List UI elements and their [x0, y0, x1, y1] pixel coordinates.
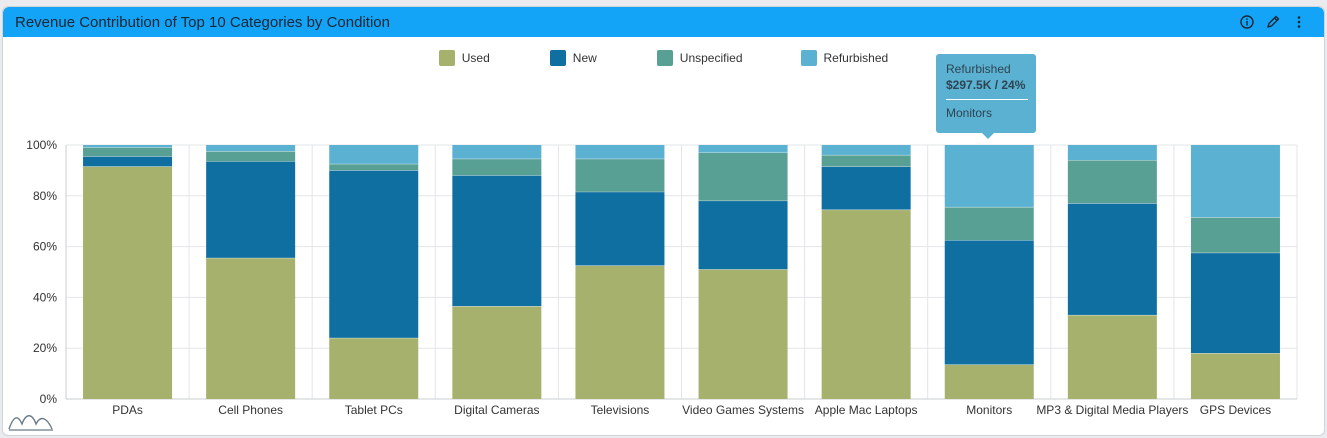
- legend-item-refurbished[interactable]: Refurbished: [800, 50, 889, 66]
- legend-label: Unspecified: [679, 51, 743, 65]
- more-vertical-icon[interactable]: [1286, 9, 1312, 35]
- bar-segment-unspecified[interactable]: [83, 147, 173, 157]
- chart-legend: Used New Unspecified Refurbished: [0, 50, 1327, 66]
- bar-segment-refurbished[interactable]: [821, 145, 911, 156]
- x-tick-label: Monitors: [966, 403, 1012, 417]
- tooltip-series: Refurbished: [946, 62, 1011, 76]
- bar-segment-new[interactable]: [1190, 252, 1280, 354]
- bar-segment-refurbished[interactable]: [698, 145, 788, 153]
- legend-item-new[interactable]: New: [549, 50, 597, 66]
- legend-swatch: [656, 50, 673, 66]
- y-tick-label: 20%: [33, 341, 57, 355]
- bar-segment-new[interactable]: [698, 200, 788, 270]
- bar-segment-unspecified[interactable]: [821, 155, 911, 167]
- bar-segment-new[interactable]: [575, 191, 665, 266]
- x-tick-label: GPS Devices: [1200, 403, 1271, 417]
- bar-segment-used[interactable]: [944, 364, 1034, 399]
- bar-segment-unspecified[interactable]: [452, 158, 542, 176]
- info-icon[interactable]: [1234, 9, 1260, 35]
- chart-logo-icon: [8, 410, 54, 437]
- x-tick-label: MP3 & Digital Media Players: [1036, 403, 1188, 417]
- tooltip-value: $297.5K / 24%: [946, 78, 1026, 92]
- bar-segment-new[interactable]: [452, 175, 542, 307]
- bar-segment-refurbished[interactable]: [944, 145, 1034, 208]
- legend-label: Used: [461, 51, 490, 65]
- bar-segment-new[interactable]: [83, 156, 173, 167]
- bar-segment-refurbished[interactable]: [1067, 145, 1157, 161]
- x-tick-label: Tablet PCs: [345, 403, 403, 417]
- bar-segment-used[interactable]: [329, 338, 419, 399]
- y-tick-label: 100%: [26, 138, 57, 152]
- bar-segment-unspecified[interactable]: [329, 164, 419, 171]
- x-tick-label: Video Games Systems: [682, 403, 804, 417]
- bar-segment-refurbished[interactable]: [1190, 145, 1280, 218]
- widget-title: Revenue Contribution of Top 10 Categorie…: [15, 13, 390, 31]
- legend-swatch: [549, 50, 566, 66]
- legend-swatch: [800, 50, 817, 66]
- bar-segment-unspecified[interactable]: [698, 152, 788, 201]
- y-tick-label: 80%: [33, 189, 57, 203]
- bar-segment-unspecified[interactable]: [1067, 160, 1157, 204]
- tooltip-category: Monitors: [946, 106, 993, 120]
- x-tick-label: Cell Phones: [218, 403, 283, 417]
- bar-segment-used[interactable]: [452, 306, 542, 399]
- widget-header: Revenue Contribution of Top 10 Categorie…: [3, 7, 1324, 37]
- legend-label: New: [572, 51, 597, 65]
- bar-segment-used[interactable]: [1067, 315, 1157, 399]
- bar-segment-new[interactable]: [329, 170, 419, 339]
- legend-item-used[interactable]: Used: [438, 50, 490, 66]
- chart-tooltip: Refurbished $297.5K / 24% Monitors: [936, 54, 1036, 133]
- bar-segment-unspecified[interactable]: [575, 158, 665, 192]
- bar-segment-refurbished[interactable]: [329, 145, 419, 165]
- tooltip-arrow: [982, 133, 994, 139]
- edit-pencil-icon[interactable]: [1260, 9, 1286, 35]
- bar-segment-unspecified[interactable]: [206, 151, 296, 162]
- legend-item-unspecified[interactable]: Unspecified: [656, 50, 743, 66]
- tooltip-divider: [946, 99, 1028, 100]
- bar-segment-new[interactable]: [944, 240, 1034, 365]
- bar-segment-new[interactable]: [1067, 203, 1157, 316]
- bar-segment-used[interactable]: [821, 209, 911, 399]
- legend-label: Refurbished: [823, 51, 889, 65]
- y-tick-label: 60%: [33, 240, 57, 254]
- bar-segment-used[interactable]: [698, 269, 788, 399]
- bar-segment-refurbished[interactable]: [575, 145, 665, 159]
- bar-segment-refurbished[interactable]: [83, 145, 173, 148]
- x-tick-label: Televisions: [591, 403, 650, 417]
- x-tick-label: PDAs: [112, 403, 143, 417]
- bar-segment-refurbished[interactable]: [452, 145, 542, 159]
- legend-swatch: [438, 50, 455, 66]
- bar-segment-new[interactable]: [821, 166, 911, 210]
- y-tick-label: 0%: [40, 392, 58, 406]
- x-tick-label: Digital Cameras: [454, 403, 539, 417]
- bar-segment-unspecified[interactable]: [944, 207, 1034, 241]
- bar-segment-used[interactable]: [206, 258, 296, 399]
- bar-segment-refurbished[interactable]: [206, 145, 296, 152]
- y-tick-label: 40%: [33, 290, 57, 304]
- bar-segment-used[interactable]: [575, 265, 665, 399]
- bar-segment-used[interactable]: [1190, 353, 1280, 399]
- bar-segment-new[interactable]: [206, 161, 296, 259]
- bar-segment-used[interactable]: [83, 166, 173, 399]
- x-tick-label: Apple Mac Laptops: [815, 403, 918, 417]
- bar-segment-unspecified[interactable]: [1190, 217, 1280, 253]
